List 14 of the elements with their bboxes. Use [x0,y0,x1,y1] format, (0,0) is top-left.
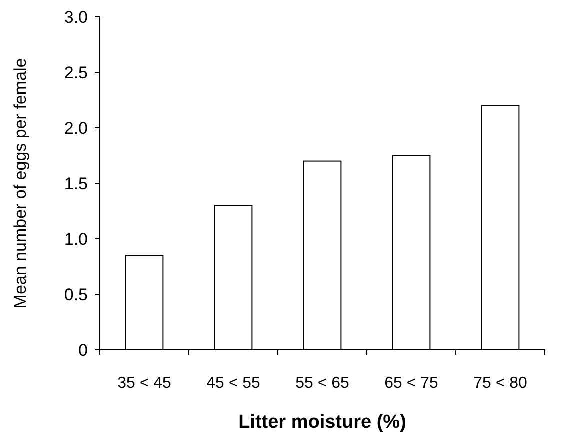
x-tick-label: 65 < 75 [384,375,439,392]
y-tick-label: 2.0 [64,118,88,138]
x-tick-label: 75 < 80 [474,375,528,392]
y-tick-label: 0 [78,340,88,360]
x-tick-label: 45 < 55 [206,375,261,392]
x-axis-title: Litter moisture (%) [238,412,406,433]
x-tick-label: 55 < 65 [296,375,350,392]
y-tick-label: 2.5 [64,63,88,82]
y-axis-title: Mean number of eggs per female [11,58,30,309]
y-tick-label: 3.0 [64,8,88,27]
x-tick-label: 35 < 45 [118,375,172,392]
y-tick-label: 1.5 [64,174,88,194]
y-tick-label: 1.0 [64,230,88,249]
y-tick-label: 0.5 [64,285,88,304]
